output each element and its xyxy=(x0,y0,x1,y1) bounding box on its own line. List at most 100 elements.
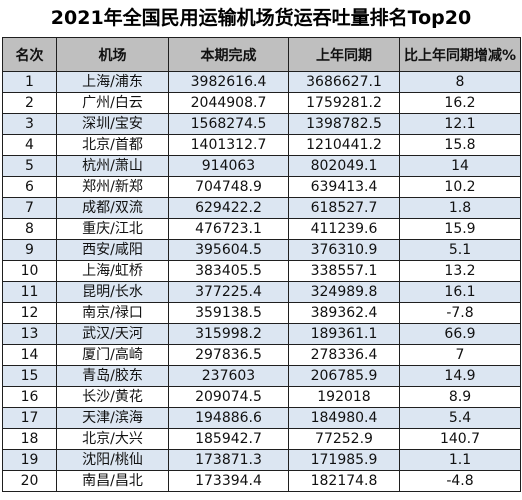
change-pct-cell: 15.8 xyxy=(399,134,521,156)
last-year-cell: 1759281.2 xyxy=(288,92,400,114)
change-pct-cell: 8 xyxy=(399,71,521,93)
rank-cell: 2 xyxy=(2,92,57,114)
header-airport: 机场 xyxy=(56,37,169,72)
current-cell: 1401312.7 xyxy=(168,134,289,156)
last-year-cell: 278336.4 xyxy=(288,344,400,366)
change-pct-cell: -4.8 xyxy=(399,470,521,492)
airport-cell: 青岛/胶东 xyxy=(56,365,169,387)
rank-cell: 9 xyxy=(2,239,57,261)
rank-cell: 19 xyxy=(2,449,57,471)
table-row: 3 深圳/宝安 1568274.5 1398782.5 12.1 xyxy=(2,113,521,135)
last-year-cell: 206785.9 xyxy=(288,365,400,387)
airport-cell: 厦门/高崎 xyxy=(56,344,169,366)
airport-cell: 北京/首都 xyxy=(56,134,169,156)
change-pct-cell: -7.8 xyxy=(399,302,521,324)
rank-cell: 1 xyxy=(2,71,57,93)
current-cell: 476723.1 xyxy=(168,218,289,240)
table-row: 10 上海/虹桥 383405.5 338557.1 13.2 xyxy=(2,260,521,282)
rank-cell: 5 xyxy=(2,155,57,177)
table-row: 19 沈阳/桃仙 173871.3 171985.9 1.1 xyxy=(2,449,521,471)
table-row: 5 杭州/萧山 914063 802049.1 14 xyxy=(2,155,521,177)
last-year-cell: 411239.6 xyxy=(288,218,400,240)
table-row: 18 北京/大兴 185942.7 77252.9 140.7 xyxy=(2,428,521,450)
airport-cell: 南昌/昌北 xyxy=(56,470,169,492)
current-cell: 3982616.4 xyxy=(168,71,289,93)
rank-cell: 15 xyxy=(2,365,57,387)
current-cell: 185942.7 xyxy=(168,428,289,450)
header-current: 本期完成 xyxy=(168,37,289,72)
airport-cell: 广州/白云 xyxy=(56,92,169,114)
table-row: 14 厦门/高崎 297836.5 278336.4 7 xyxy=(2,344,521,366)
airport-cell: 杭州/萧山 xyxy=(56,155,169,177)
table-row: 13 武汉/天河 315998.2 189361.1 66.9 xyxy=(2,323,521,345)
airport-cell: 上海/虹桥 xyxy=(56,260,169,282)
airport-cell: 沈阳/桃仙 xyxy=(56,449,169,471)
rank-cell: 20 xyxy=(2,470,57,492)
rank-cell: 12 xyxy=(2,302,57,324)
rank-cell: 11 xyxy=(2,281,57,303)
change-pct-cell: 12.1 xyxy=(399,113,521,135)
last-year-cell: 338557.1 xyxy=(288,260,400,282)
airport-cell: 天津/滨海 xyxy=(56,407,169,429)
header-last-year: 上年同期 xyxy=(288,37,400,72)
current-cell: 2044908.7 xyxy=(168,92,289,114)
last-year-cell: 389362.4 xyxy=(288,302,400,324)
change-pct-cell: 16.1 xyxy=(399,281,521,303)
table-body: 1 上海/浦东 3982616.4 3686627.1 8 2 广州/白云 2044908.7… xyxy=(2,71,521,492)
change-pct-cell: 14 xyxy=(399,155,521,177)
rank-cell: 16 xyxy=(2,386,57,408)
last-year-cell: 1210441.2 xyxy=(288,134,400,156)
table-row: 20 南昌/昌北 173394.4 182174.8 -4.8 xyxy=(2,470,521,492)
rank-cell: 8 xyxy=(2,218,57,240)
current-cell: 297836.5 xyxy=(168,344,289,366)
current-cell: 194886.6 xyxy=(168,407,289,429)
table-row: 9 西安/咸阳 395604.5 376310.9 5.1 xyxy=(2,239,521,261)
rank-cell: 4 xyxy=(2,134,57,156)
rank-cell: 13 xyxy=(2,323,57,345)
table-row: 2 广州/白云 2044908.7 1759281.2 16.2 xyxy=(2,92,521,114)
airport-cell: 成都/双流 xyxy=(56,197,169,219)
table-row: 4 北京/首都 1401312.7 1210441.2 15.8 xyxy=(2,134,521,156)
table-header: 名次 机场 本期完成 上年同期 比上年同期增减% xyxy=(2,37,521,72)
airport-cell: 长沙/黄花 xyxy=(56,386,169,408)
current-cell: 914063 xyxy=(168,155,289,177)
current-cell: 377225.4 xyxy=(168,281,289,303)
current-cell: 359138.5 xyxy=(168,302,289,324)
change-pct-cell: 16.2 xyxy=(399,92,521,114)
airport-cell: 西安/咸阳 xyxy=(56,239,169,261)
rank-cell: 17 xyxy=(2,407,57,429)
last-year-cell: 192018 xyxy=(288,386,400,408)
current-cell: 1568274.5 xyxy=(168,113,289,135)
last-year-cell: 77252.9 xyxy=(288,428,400,450)
rank-cell: 3 xyxy=(2,113,57,135)
page-title: 2021年全国民用运输机场货运吞吐量排名Top20 xyxy=(50,7,472,29)
table-row: 11 昆明/长水 377225.4 324989.8 16.1 xyxy=(2,281,521,303)
last-year-cell: 189361.1 xyxy=(288,323,400,345)
last-year-cell: 171985.9 xyxy=(288,449,400,471)
change-pct-cell: 10.2 xyxy=(399,176,521,198)
change-pct-cell: 140.7 xyxy=(399,428,521,450)
last-year-cell: 184980.4 xyxy=(288,407,400,429)
current-cell: 315998.2 xyxy=(168,323,289,345)
change-pct-cell: 1.8 xyxy=(399,197,521,219)
table-row: 17 天津/滨海 194886.6 184980.4 5.4 xyxy=(2,407,521,429)
change-pct-cell: 7 xyxy=(399,344,521,366)
table-row: 12 南京/禄口 359138.5 389362.4 -7.8 xyxy=(2,302,521,324)
current-cell: 173394.4 xyxy=(168,470,289,492)
last-year-cell: 618527.7 xyxy=(288,197,400,219)
rank-cell: 6 xyxy=(2,176,57,198)
change-pct-cell: 14.9 xyxy=(399,365,521,387)
current-cell: 209074.5 xyxy=(168,386,289,408)
last-year-cell: 802049.1 xyxy=(288,155,400,177)
current-cell: 237603 xyxy=(168,365,289,387)
current-cell: 383405.5 xyxy=(168,260,289,282)
last-year-cell: 3686627.1 xyxy=(288,71,400,93)
change-pct-cell: 1.1 xyxy=(399,449,521,471)
rank-cell: 14 xyxy=(2,344,57,366)
last-year-cell: 182174.8 xyxy=(288,470,400,492)
change-pct-cell: 5.1 xyxy=(399,239,521,261)
airport-cell: 武汉/天河 xyxy=(56,323,169,345)
airport-cell: 昆明/长水 xyxy=(56,281,169,303)
change-pct-cell: 8.9 xyxy=(399,386,521,408)
table-row: 7 成都/双流 629422.2 618527.7 1.8 xyxy=(2,197,521,219)
